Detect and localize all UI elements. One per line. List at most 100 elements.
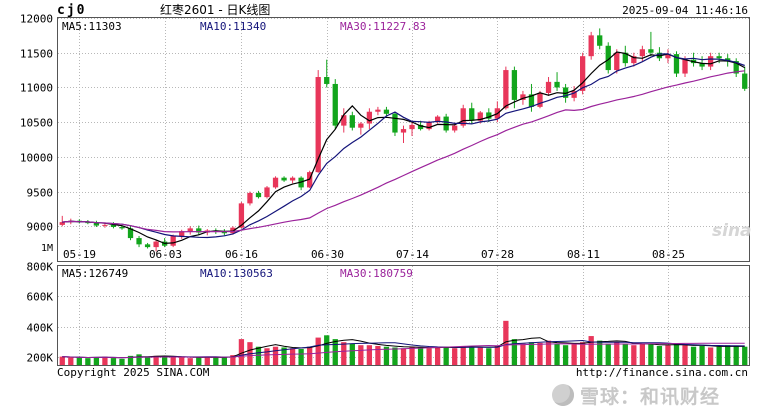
volume-bar [528, 342, 535, 365]
candle-body [665, 54, 671, 59]
candle-body [528, 94, 535, 107]
candle-body [554, 81, 560, 88]
candle-body [366, 111, 373, 124]
price-tick-label: 11500 [20, 48, 53, 61]
volume-bar [68, 357, 74, 365]
volume-bar [136, 354, 142, 365]
candle-body [221, 231, 227, 234]
price-ma10-line [62, 53, 745, 239]
volume-bar [366, 345, 373, 365]
volume-bar [622, 344, 628, 365]
candle-body [545, 81, 552, 93]
candle-body [247, 192, 253, 204]
volume-bar [392, 347, 398, 365]
datetime: 2025-09-04 11:46:16 [622, 4, 748, 17]
date-tick-label: 07-28 [481, 248, 514, 261]
volume-tick-label: 600K [27, 291, 54, 304]
candle-body [272, 177, 279, 188]
chart-title: 红枣2601 - 日K线图 [160, 2, 270, 17]
price-tick-label: 12000 [20, 13, 53, 26]
volume-bar [196, 357, 202, 365]
source-url: http://finance.sina.com.cn [576, 366, 748, 379]
candle-body [486, 112, 492, 119]
candle-body [110, 224, 117, 227]
candle-body [153, 241, 159, 248]
volume-bar [400, 348, 407, 365]
volume-ma10-label: MA10:130563 [200, 267, 273, 280]
candle-body [648, 49, 654, 53]
candle-body [597, 35, 603, 46]
volume-bar [153, 355, 159, 365]
date-tick-label: 06-03 [149, 248, 182, 261]
price-ma10-label: MA10:11340 [200, 20, 266, 33]
xueqiu-text: 雪球：和讯财经 [580, 385, 721, 408]
volume-bar [349, 343, 355, 365]
volume-bar [733, 345, 739, 365]
volume-bar [341, 342, 347, 365]
candle-body [511, 70, 518, 100]
axis-labels: 9000 9500 10000 10500 11000 11500 12000 1M 200K 4… [20, 13, 685, 365]
volume-bar [716, 346, 722, 365]
candle-body [375, 109, 381, 112]
volume-bar [656, 345, 663, 365]
price-ma5-label: MA5:11303 [62, 20, 122, 33]
candle-body [136, 238, 142, 245]
volume-bar [503, 320, 509, 365]
price-ma30-label: MA30:11227.83 [340, 20, 426, 33]
volume-bar [119, 358, 125, 365]
candle-body [238, 203, 245, 228]
watermark-layer: sina [712, 221, 752, 241]
volume-bar [614, 342, 620, 365]
candle-body [179, 231, 185, 237]
volume-bar [59, 356, 65, 365]
volume-bar [102, 356, 108, 365]
volume-bar [272, 346, 279, 365]
volume-bar [699, 345, 705, 365]
snowball-icon [552, 384, 574, 406]
volume-bar [179, 357, 185, 365]
candle-body [349, 115, 355, 128]
volume-bar [324, 335, 330, 365]
volume-ma30-label: MA30:180759 [340, 267, 413, 280]
candle-body [699, 63, 705, 67]
candle-body [562, 87, 569, 98]
volume-bar [307, 346, 313, 365]
volume-bar [545, 340, 552, 365]
volume-bar [76, 357, 82, 365]
candle-body [588, 35, 594, 57]
volume-bar [230, 355, 236, 365]
price-tick-label: 10500 [20, 117, 53, 130]
candle-body [307, 172, 313, 188]
price-legend: MA5:11303 MA10:11340 MA30:11227.83 [62, 20, 426, 33]
volume-bar [554, 343, 560, 365]
candle-body [383, 109, 390, 114]
candle-body [673, 54, 680, 74]
date-tick-label: 05-19 [63, 248, 96, 261]
volume-bar [281, 347, 287, 365]
candle-body [289, 177, 296, 181]
volume-bar [742, 346, 748, 365]
volume-bar [690, 346, 697, 365]
volume-bar [725, 345, 731, 365]
volume-bar [588, 336, 594, 365]
volume-tick-label: 800K [27, 261, 54, 274]
volume-ma5-label: MA5:126749 [62, 267, 128, 280]
volume-bar [494, 345, 500, 365]
volume-bar [85, 358, 91, 365]
date-tick-label: 08-25 [652, 248, 685, 261]
candle-body [707, 56, 714, 67]
volume-bar [255, 346, 262, 365]
candle-body [187, 228, 193, 232]
volume-bar [375, 345, 381, 365]
volume-bar [597, 340, 603, 365]
candle-body [503, 70, 509, 109]
date-tick-label: 07-14 [396, 248, 429, 261]
price-ma5-line [62, 51, 745, 245]
candle-body [434, 116, 441, 123]
candle-body [409, 124, 415, 130]
candle-body [426, 122, 432, 130]
volume-bar [511, 339, 518, 365]
volume-bar [161, 357, 168, 365]
candle-body [443, 116, 449, 131]
